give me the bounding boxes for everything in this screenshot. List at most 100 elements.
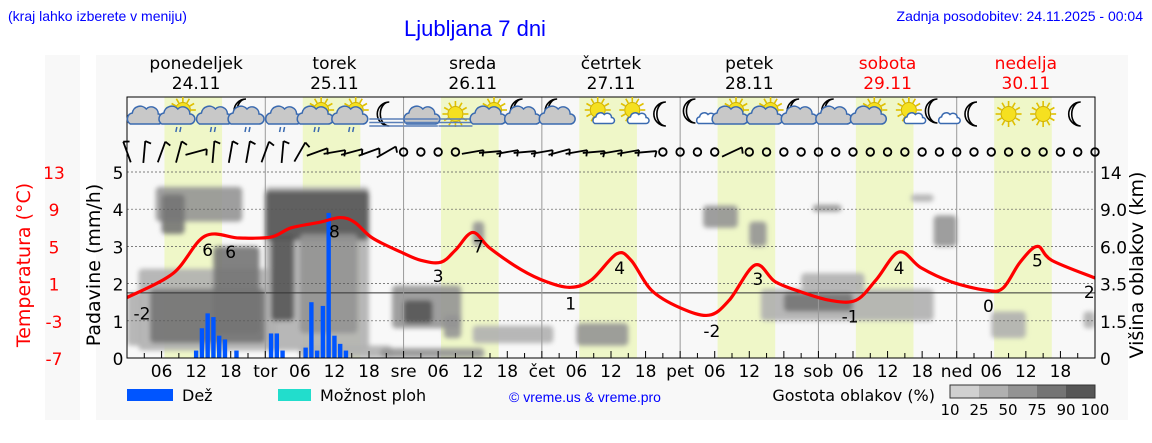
sun-ray <box>773 98 778 104</box>
wind-calm-icon <box>675 147 685 157</box>
cloud-height-tick: 0 <box>1100 350 1111 370</box>
moon-weather-icon <box>964 101 978 127</box>
sun-ray <box>590 98 595 104</box>
sun-ray <box>448 102 453 108</box>
density-swatch <box>979 385 1008 398</box>
rain-drop-icon <box>347 126 351 133</box>
sun-weather-icon <box>1030 101 1057 127</box>
sun-ray <box>1001 120 1006 126</box>
wind-calm-icon <box>986 147 996 157</box>
cloud-icon <box>903 112 927 125</box>
rain-drop-icon <box>317 126 320 133</box>
sun-ray <box>458 102 463 108</box>
sun-ray <box>497 98 502 104</box>
temperature-label: -2 <box>703 322 720 342</box>
sun-ray <box>915 102 921 107</box>
day-date: 25.11 <box>310 74 359 94</box>
sun-small-cloud-weather-icon <box>584 97 616 125</box>
moon-cloud-weather-icon <box>504 98 542 125</box>
sun-ray <box>880 102 886 107</box>
sun-ray <box>867 98 871 104</box>
sun-ray <box>362 102 368 107</box>
plot-border <box>126 96 1096 359</box>
temperature-tick: -7 <box>46 350 63 370</box>
wind-barb <box>249 140 256 145</box>
wind-calm-icon <box>779 147 789 157</box>
wind-calm-icon <box>1003 147 1014 157</box>
density-level-label: 100 <box>1081 401 1110 419</box>
density-swatch <box>950 385 979 398</box>
wind-staff <box>245 141 251 163</box>
sun-ray <box>638 102 644 107</box>
cloud-cell <box>1083 311 1095 329</box>
temperature-label: 8 <box>329 223 340 243</box>
moon-icon <box>653 101 666 127</box>
sun-ray <box>586 102 592 107</box>
moon-weather-icon <box>653 101 666 127</box>
cloud-cell <box>403 300 433 324</box>
sun-ray <box>724 102 730 107</box>
x-tick-label: 18 <box>1050 362 1072 382</box>
wind-calm-icon <box>744 147 754 157</box>
sun-ray <box>327 102 333 107</box>
wind-calm-icon <box>1090 147 1100 157</box>
wind-barb <box>283 140 290 145</box>
day-name: sobota <box>859 54 917 74</box>
x-tick-label: 06 <box>704 362 726 382</box>
precipitation-tick: 4 <box>113 201 124 221</box>
sun-icon <box>1000 106 1017 122</box>
sun-ray <box>897 102 903 107</box>
sun-ray <box>601 98 605 104</box>
wind-calm-icon <box>1055 147 1066 157</box>
wind-staff <box>565 149 588 155</box>
density-level-label: 75 <box>1027 401 1046 419</box>
rain-bar <box>268 333 274 358</box>
x-tick-label: 06 <box>980 362 1002 382</box>
sun-ray <box>620 113 626 118</box>
left-panel <box>45 55 80 420</box>
rain-drop-icon <box>248 126 251 133</box>
copyright-link[interactable]: © vreme.us & vreme.pro <box>509 389 661 405</box>
wind-barb-icon <box>260 140 275 163</box>
wind-calm-icon <box>692 147 703 157</box>
sun-ray <box>877 98 882 104</box>
cloud-cell <box>271 234 295 321</box>
temperature-label: 3 <box>433 267 444 287</box>
wind-calm-icon <box>416 147 426 157</box>
wind-barb <box>214 140 221 145</box>
day-name: četrtek <box>581 54 642 74</box>
wind-barb-icon <box>185 148 208 156</box>
sun-ray <box>461 106 468 111</box>
wind-staff <box>280 140 285 164</box>
temperature-tick: 13 <box>43 164 65 184</box>
cloud-icon <box>538 105 576 125</box>
wind-calm-icon <box>1073 147 1083 157</box>
cloud-icon <box>592 112 616 125</box>
sun-ray <box>1031 117 1037 122</box>
rain-bar <box>199 328 205 358</box>
wind-staff <box>617 149 640 155</box>
temperature-label: 6 <box>225 243 236 263</box>
wind-staff <box>358 147 380 157</box>
wind-calm-icon <box>934 147 945 157</box>
temperature-label: 3 <box>753 270 764 290</box>
sun-ray <box>175 98 180 104</box>
cloud-icon <box>331 105 369 125</box>
moon-small-cloud-weather-icon <box>924 98 961 125</box>
x-tick-label: 12 <box>462 362 484 382</box>
wind-barb-icon <box>280 140 290 164</box>
location-hint[interactable]: (kraj lahko izberete v meniju) <box>8 8 187 24</box>
wind-staff <box>582 150 605 154</box>
sun-ray <box>996 117 1003 122</box>
cloud-cell <box>703 205 738 228</box>
sun-ray <box>324 98 329 104</box>
x-tick-label: 06 <box>289 362 311 382</box>
sun-ray <box>482 102 488 107</box>
sun-cloud-weather-icon <box>746 97 784 125</box>
wind-calm-icon <box>398 147 409 157</box>
cloud-cell <box>991 311 1026 339</box>
precipitation-tick: 0 <box>113 350 124 370</box>
wind-staff <box>323 149 346 155</box>
sun-small-cloud-weather-icon <box>619 97 650 125</box>
sun-ray <box>1035 120 1040 126</box>
